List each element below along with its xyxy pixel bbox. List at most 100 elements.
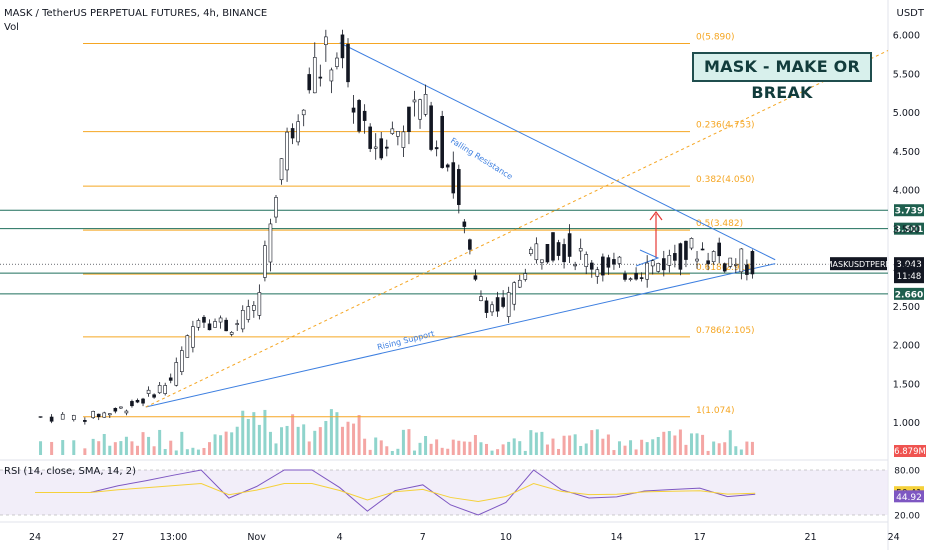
volume-bar bbox=[407, 429, 411, 455]
volume-bar bbox=[280, 427, 284, 455]
candle-body bbox=[263, 245, 267, 278]
candle-body bbox=[290, 128, 295, 139]
candle-body bbox=[490, 304, 494, 313]
fib-level-label: 0(5.890) bbox=[696, 33, 735, 43]
currency-label: USDT bbox=[896, 8, 924, 19]
candle-body bbox=[645, 262, 649, 280]
candle-body bbox=[423, 94, 428, 115]
candle-body bbox=[678, 243, 683, 270]
volume-bar bbox=[374, 437, 378, 455]
candle-body bbox=[218, 317, 223, 323]
rising-support-line bbox=[145, 263, 776, 408]
candle-body bbox=[540, 259, 544, 263]
volume-bar bbox=[185, 449, 189, 455]
volume-bar bbox=[584, 443, 588, 455]
volume-bar bbox=[562, 435, 566, 455]
candles-layer bbox=[38, 29, 755, 425]
volume-bar bbox=[424, 436, 428, 455]
x-tick-label: 13:00 bbox=[160, 532, 187, 543]
volume-bar bbox=[440, 447, 444, 455]
candle-body bbox=[180, 350, 184, 372]
volume-bar bbox=[263, 409, 267, 455]
volume-bar bbox=[219, 435, 223, 455]
rsi-tick-label: 20.00 bbox=[894, 512, 920, 522]
volume-bar bbox=[130, 441, 134, 455]
volume-bar bbox=[529, 430, 533, 455]
candle-body bbox=[612, 259, 616, 265]
candle-body bbox=[728, 257, 733, 267]
volume-bar bbox=[396, 448, 400, 455]
symbol-badge bbox=[830, 257, 887, 271]
volume-bar bbox=[673, 435, 677, 455]
candle-body bbox=[396, 131, 400, 137]
candle-body bbox=[401, 131, 406, 148]
candle-body bbox=[667, 255, 672, 266]
volume-bar bbox=[745, 441, 749, 455]
rsi-ma-line bbox=[35, 482, 756, 503]
candle-body bbox=[252, 305, 256, 311]
volume-bar bbox=[296, 426, 300, 455]
volume-bar bbox=[579, 445, 583, 455]
volume-bar bbox=[252, 412, 256, 455]
x-tick-label: 4 bbox=[337, 532, 343, 543]
candle-body bbox=[191, 326, 195, 348]
candle-body bbox=[639, 277, 644, 279]
bar-countdown: 11:48 bbox=[897, 272, 922, 282]
volume-bar bbox=[113, 442, 117, 455]
x-tick-label: 21 bbox=[805, 532, 817, 543]
key-level-badge bbox=[894, 222, 924, 235]
key-level-badge bbox=[894, 287, 924, 300]
candle-body bbox=[739, 248, 744, 273]
candle-body bbox=[96, 413, 101, 418]
volume-bar bbox=[119, 441, 123, 455]
x-tick-label: 24 bbox=[29, 532, 41, 543]
x-tick-label: 17 bbox=[694, 532, 706, 543]
key-level-value: 3.739 bbox=[895, 207, 923, 217]
candle-body bbox=[606, 257, 611, 268]
axis-layer: 6.000 5.500 5.000 4.500 4.000 3.500 3.000 2.500… bbox=[29, 31, 920, 544]
volume-bar bbox=[335, 412, 339, 455]
x-tick-label: 10 bbox=[500, 532, 512, 543]
volume-bar bbox=[124, 436, 128, 455]
volume-bar bbox=[557, 448, 561, 455]
candle-body bbox=[296, 121, 300, 143]
volume-bar bbox=[678, 429, 682, 455]
volume-bar bbox=[224, 431, 228, 455]
volume-bar bbox=[662, 431, 666, 455]
volume-bar bbox=[712, 441, 716, 455]
fib-level-label: 0.786(2.105) bbox=[696, 326, 755, 336]
x-tick-label: 24 bbox=[888, 532, 900, 543]
volume-bar bbox=[512, 438, 516, 455]
candle-body bbox=[412, 99, 417, 103]
candle-body bbox=[501, 297, 505, 307]
candle-body bbox=[656, 263, 661, 272]
candle-body bbox=[484, 300, 489, 313]
volume-bar bbox=[640, 439, 644, 455]
volume-bar bbox=[534, 432, 538, 455]
volume-bar bbox=[595, 429, 599, 455]
projection-line bbox=[145, 50, 889, 408]
candle-body bbox=[695, 258, 699, 262]
candle-body bbox=[717, 242, 721, 257]
volume-bar bbox=[573, 434, 577, 455]
candle-body bbox=[512, 282, 517, 305]
candle-body bbox=[623, 273, 627, 280]
candle-body bbox=[240, 310, 245, 330]
y-tick-label: 3.500 bbox=[893, 224, 920, 235]
volume-bar bbox=[739, 449, 743, 455]
candle-body bbox=[479, 296, 483, 302]
candle-body bbox=[346, 43, 350, 83]
volume-bar bbox=[684, 444, 688, 455]
fib-level-label: 0.382(4.050) bbox=[696, 175, 755, 185]
rsi-tick-label: 80.00 bbox=[894, 467, 920, 477]
volume-bar bbox=[473, 434, 477, 455]
y-tick-label: 4.500 bbox=[893, 147, 920, 158]
volume-bar bbox=[590, 430, 594, 455]
volume-bar bbox=[468, 441, 472, 455]
volume-bar bbox=[302, 424, 306, 455]
candle-body bbox=[457, 169, 461, 205]
candle-body bbox=[506, 292, 511, 317]
x-tick-label: 14 bbox=[611, 532, 623, 543]
grid-layer bbox=[0, 0, 889, 550]
